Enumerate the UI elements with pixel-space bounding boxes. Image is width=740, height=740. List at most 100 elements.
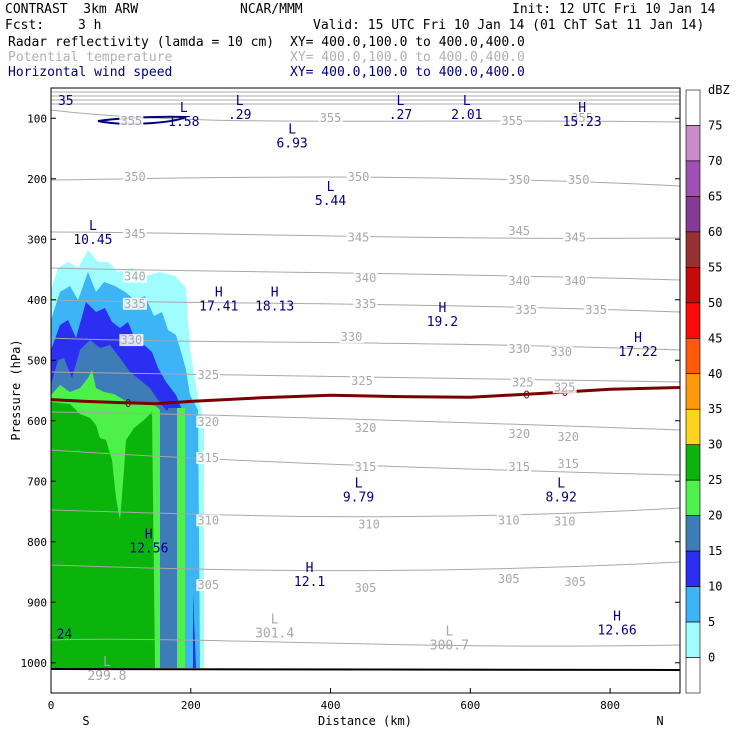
theta-extremum-type: L <box>445 625 453 640</box>
theta-contour-label: 345 <box>124 227 146 241</box>
valid-time: Valid: 15 UTC Fri 10 Jan 14 (01 ChT Sat … <box>313 18 705 33</box>
wind-extremum-value: 12.56 <box>129 542 168 557</box>
theta-contour-label: 335 <box>355 297 377 311</box>
wind-extremum-value: 15.23 <box>563 115 602 130</box>
theta-label-backdrop <box>507 225 532 238</box>
wind-extremum-value: 19.2 <box>427 315 458 330</box>
theta-label-backdrop <box>353 297 378 310</box>
theta-contour-label: 320 <box>508 427 530 441</box>
theta-contour-label: 355 <box>501 114 523 128</box>
colorbar-swatch <box>685 550 701 587</box>
wind-extremum-value: 1.58 <box>168 115 199 130</box>
x-axis-south-label: S <box>82 714 89 728</box>
theta-label-backdrop <box>346 231 371 244</box>
wind-extremum-type: L <box>89 219 97 234</box>
y-tick-label: 100 <box>27 112 47 125</box>
theta-contour-label: 330 <box>508 342 530 356</box>
theta-label-backdrop <box>507 274 532 287</box>
wind-extremum-type: H <box>271 286 279 301</box>
wind-extremum-value: 18.13 <box>255 300 294 315</box>
theta-label-backdrop <box>566 173 591 186</box>
colorbar-swatch <box>685 89 701 126</box>
theta-label-backdrop <box>563 231 588 244</box>
theta-label-backdrop <box>584 303 609 316</box>
theta-contour-label: 350 <box>348 170 370 184</box>
theta-contour-label: 350 <box>568 173 590 187</box>
colorbar-swatch <box>685 337 701 375</box>
theta-label-backdrop <box>339 331 364 344</box>
wind-extremum-value: .27 <box>389 108 412 123</box>
colorbar-swatch <box>685 479 701 516</box>
x-tick-label: 400 <box>321 699 341 712</box>
theta-label-backdrop <box>500 115 525 128</box>
colorbar-swatch <box>685 373 701 410</box>
theta-contour-label: 345 <box>348 230 370 244</box>
center-name: NCAR/MMM <box>240 2 303 17</box>
wind-extremum-value: .29 <box>228 108 251 123</box>
ground-line <box>50 668 681 671</box>
x-tick-label: 600 <box>460 699 480 712</box>
y-tick-label: 200 <box>27 173 47 186</box>
theta-label-backdrop <box>552 515 577 528</box>
colorbar-swatch <box>685 444 701 481</box>
theta-contour-label: 310 <box>358 518 380 532</box>
wind-extremum-type: H <box>634 331 642 346</box>
y-tick-label: 900 <box>27 596 47 609</box>
x-tick-label: 800 <box>600 699 620 712</box>
colorbar-level-label: 50 <box>708 296 722 310</box>
freezing-level-line <box>50 386 681 406</box>
y-tick-label: 500 <box>27 354 47 367</box>
theta-contour-label: 340 <box>564 274 586 288</box>
colorbar-level-label: 30 <box>708 438 722 452</box>
y-tick-label: 400 <box>27 294 47 307</box>
theta-label-backdrop <box>496 573 521 586</box>
theta-extremum-type: L <box>103 655 111 670</box>
colorbar-level-label: 0 <box>708 651 715 665</box>
theta-extremum-value: 299.8 <box>87 669 126 684</box>
theta-contour-label: 325 <box>351 374 373 388</box>
colorbar-swatch <box>685 125 701 162</box>
theta-contour-label: 355 <box>320 111 342 125</box>
wind-extremum-value: 10.45 <box>73 233 112 248</box>
wind-extremum-type: H <box>438 301 446 316</box>
colorbar-swatch <box>685 586 701 623</box>
theta-label-backdrop <box>196 452 221 465</box>
fcst-value: 3 h <box>78 18 102 33</box>
wind-extremum-type: L <box>355 476 363 491</box>
plot-frame <box>50 87 681 694</box>
colorbar-swatch <box>685 231 701 268</box>
init-time: Init: 12 UTC Fri 10 Jan 14 <box>512 2 716 17</box>
theta-contour-label: 315 <box>557 457 579 471</box>
theta-contour-label: 350 <box>508 173 530 187</box>
theta-contour-label: 305 <box>498 572 520 586</box>
theta-label-backdrop <box>507 427 532 440</box>
field-wind-xy: XY= 400.0,100.0 to 400.0,400.0 <box>290 65 525 80</box>
theta-contour-label: 335 <box>124 297 146 311</box>
theta-label-backdrop <box>346 170 371 183</box>
theta-label-backdrop <box>570 112 595 125</box>
theta-contour-label: 315 <box>508 460 530 474</box>
wind-extremum-value: 5.44 <box>315 194 346 209</box>
theta-contour-label: 345 <box>564 230 586 244</box>
theta-label-backdrop <box>353 582 378 595</box>
theta-contour-label: 340 <box>508 274 530 288</box>
colorbar-level-label: 40 <box>708 367 722 381</box>
colorbar-level-label: 55 <box>708 260 722 274</box>
theta-contour-label: 330 <box>341 330 363 344</box>
colorbar-level-label: 10 <box>708 580 722 594</box>
theta-contour-label: 305 <box>355 581 377 595</box>
theta-contour-label: 325 <box>512 375 534 389</box>
wind-extremum-type: H <box>306 561 314 576</box>
theta-contour-label: 305 <box>197 578 219 592</box>
theta-extremum-value: 300.7 <box>430 639 469 654</box>
colorbar-swatch <box>685 408 701 446</box>
field-reflectivity-name: Radar reflectivity (lamda = 10 cm) <box>8 35 275 50</box>
theta-contour-label: 330 <box>121 333 143 347</box>
theta-label-backdrop <box>196 579 221 592</box>
field-wind-name: Horizontal wind speed <box>8 65 173 80</box>
field-theta-xy: XY= 400.0,100.0 to 400.0,400.0 <box>290 50 525 65</box>
theta-label-backdrop <box>510 376 535 389</box>
theta-label-backdrop <box>356 518 381 531</box>
wind-extremum-value: 8.92 <box>546 490 577 505</box>
